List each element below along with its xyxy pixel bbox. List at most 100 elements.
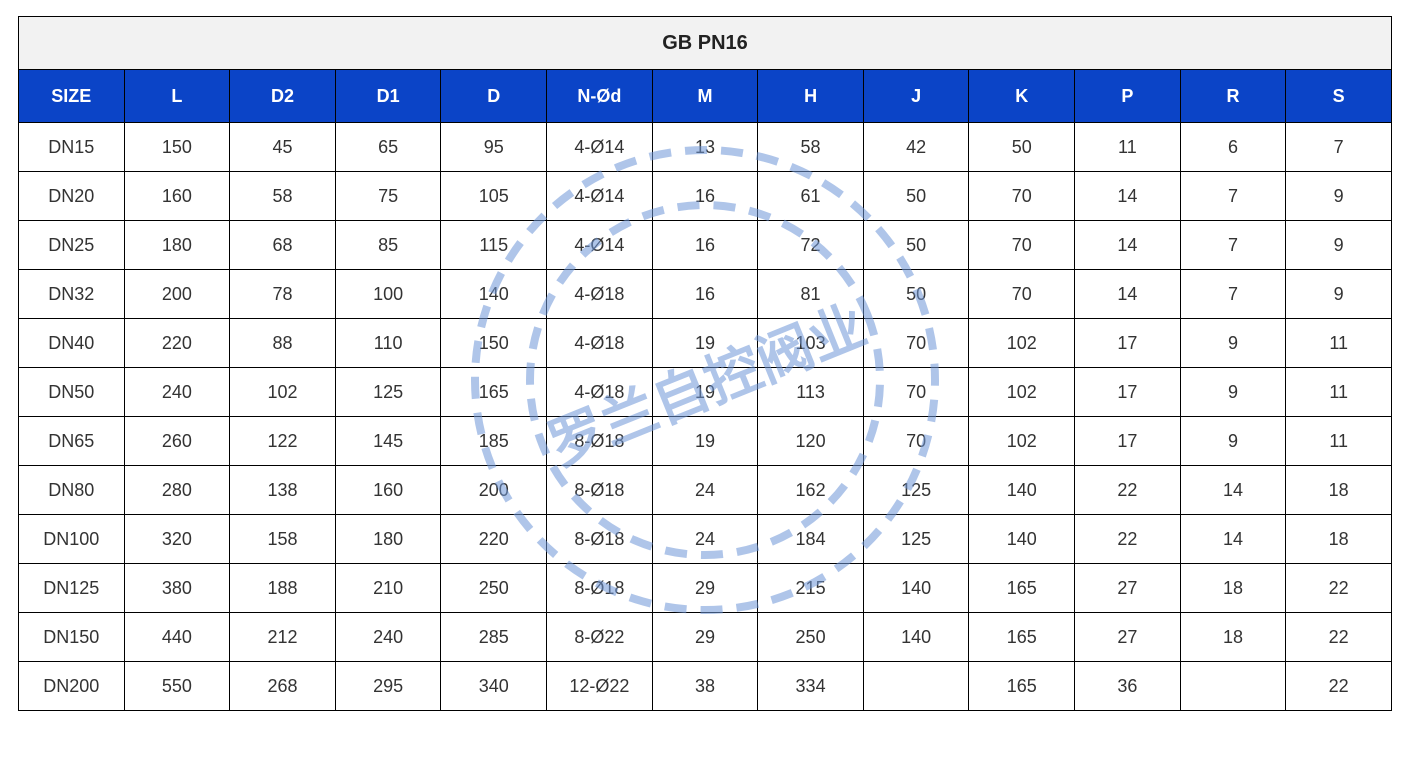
table-row: DN151504565954-Ø14135842501167: [19, 123, 1392, 172]
table-cell: 50: [863, 270, 969, 319]
table-cell: 8-Ø18: [547, 417, 653, 466]
table-cell: 295: [335, 662, 441, 711]
table-cell: 68: [230, 221, 336, 270]
table-row: DN1003201581802208-Ø1824184125140221418: [19, 515, 1392, 564]
table-cell: 75: [335, 172, 441, 221]
table-cell: 162: [758, 466, 864, 515]
table-cell: 42: [863, 123, 969, 172]
table-cell: 240: [124, 368, 230, 417]
col-header: L: [124, 70, 230, 123]
table-cell: 14: [1180, 515, 1286, 564]
table-cell: 240: [335, 613, 441, 662]
table-cell: 4-Ø14: [547, 172, 653, 221]
table-cell: 50: [969, 123, 1075, 172]
table-cell: 9: [1180, 417, 1286, 466]
table-cell: 268: [230, 662, 336, 711]
table-cell: 165: [969, 613, 1075, 662]
table-cell: 11: [1286, 319, 1392, 368]
table-cell: 250: [758, 613, 864, 662]
table-cell: DN32: [19, 270, 125, 319]
table-row: DN20055026829534012-Ø22383341653622: [19, 662, 1392, 711]
table-cell: 102: [969, 368, 1075, 417]
table-cell: 184: [758, 515, 864, 564]
table-cell: 140: [863, 564, 969, 613]
table-cell: 11: [1075, 123, 1181, 172]
table-cell: 4-Ø18: [547, 368, 653, 417]
table-cell: 70: [969, 221, 1075, 270]
table-cell: 22: [1286, 564, 1392, 613]
table-cell: 120: [758, 417, 864, 466]
table-cell: 18: [1286, 466, 1392, 515]
table-cell: 29: [652, 613, 758, 662]
col-header: J: [863, 70, 969, 123]
table-cell: 102: [969, 417, 1075, 466]
table-cell: 138: [230, 466, 336, 515]
table-cell: 440: [124, 613, 230, 662]
table-cell: 9: [1180, 368, 1286, 417]
table-cell: DN50: [19, 368, 125, 417]
table-cell: DN125: [19, 564, 125, 613]
table-cell: 200: [441, 466, 547, 515]
table-row: DN2016058751054-Ø14166150701479: [19, 172, 1392, 221]
table-cell: 58: [230, 172, 336, 221]
table-cell: 212: [230, 613, 336, 662]
table-cell: 17: [1075, 319, 1181, 368]
table-row: DN1504402122402858-Ø2229250140165271822: [19, 613, 1392, 662]
table-cell: 22: [1286, 662, 1392, 711]
table-cell: 16: [652, 172, 758, 221]
col-header: N-Ød: [547, 70, 653, 123]
table-cell: 4-Ø18: [547, 319, 653, 368]
table-cell: 58: [758, 123, 864, 172]
table-cell: 102: [230, 368, 336, 417]
table-cell: 110: [335, 319, 441, 368]
table-cell: 140: [969, 466, 1075, 515]
table-cell: DN25: [19, 221, 125, 270]
table-cell: 18: [1180, 613, 1286, 662]
table-cell: 334: [758, 662, 864, 711]
table-cell: 150: [124, 123, 230, 172]
table-cell: 72: [758, 221, 864, 270]
table-cell: 85: [335, 221, 441, 270]
table-cell: 160: [335, 466, 441, 515]
table-cell: 78: [230, 270, 336, 319]
table-cell: 145: [335, 417, 441, 466]
table-cell: 140: [863, 613, 969, 662]
table-cell: 45: [230, 123, 336, 172]
table-cell: 4-Ø18: [547, 270, 653, 319]
table-cell: 103: [758, 319, 864, 368]
table-cell: 50: [863, 221, 969, 270]
table-cell: DN100: [19, 515, 125, 564]
table-cell: 7: [1180, 270, 1286, 319]
table-cell: DN150: [19, 613, 125, 662]
table-cell: 8-Ø18: [547, 564, 653, 613]
table-cell: 125: [863, 466, 969, 515]
table-cell: 285: [441, 613, 547, 662]
table-cell: 280: [124, 466, 230, 515]
table-row: DN32200781001404-Ø18168150701479: [19, 270, 1392, 319]
table-row: DN502401021251654-Ø18191137010217911: [19, 368, 1392, 417]
table-cell: 19: [652, 319, 758, 368]
table-cell: 7: [1180, 172, 1286, 221]
table-row: DN802801381602008-Ø1824162125140221418: [19, 466, 1392, 515]
table-title: GB PN16: [19, 17, 1392, 70]
table-cell: 13: [652, 123, 758, 172]
table-cell: 14: [1180, 466, 1286, 515]
table-cell: 19: [652, 417, 758, 466]
table-cell: 102: [969, 319, 1075, 368]
table-cell: 22: [1075, 515, 1181, 564]
table-cell: 22: [1286, 613, 1392, 662]
table-cell: 24: [652, 515, 758, 564]
table-cell: 215: [758, 564, 864, 613]
table-cell: 7: [1286, 123, 1392, 172]
table-cell: 140: [441, 270, 547, 319]
table-cell: 29: [652, 564, 758, 613]
table-cell: 70: [863, 368, 969, 417]
table-cell: 122: [230, 417, 336, 466]
table-cell: 8-Ø18: [547, 466, 653, 515]
table-cell: 4-Ø14: [547, 221, 653, 270]
table-cell: 27: [1075, 613, 1181, 662]
table-cell: 27: [1075, 564, 1181, 613]
col-header: SIZE: [19, 70, 125, 123]
table-cell: DN15: [19, 123, 125, 172]
table-cell: 70: [863, 319, 969, 368]
